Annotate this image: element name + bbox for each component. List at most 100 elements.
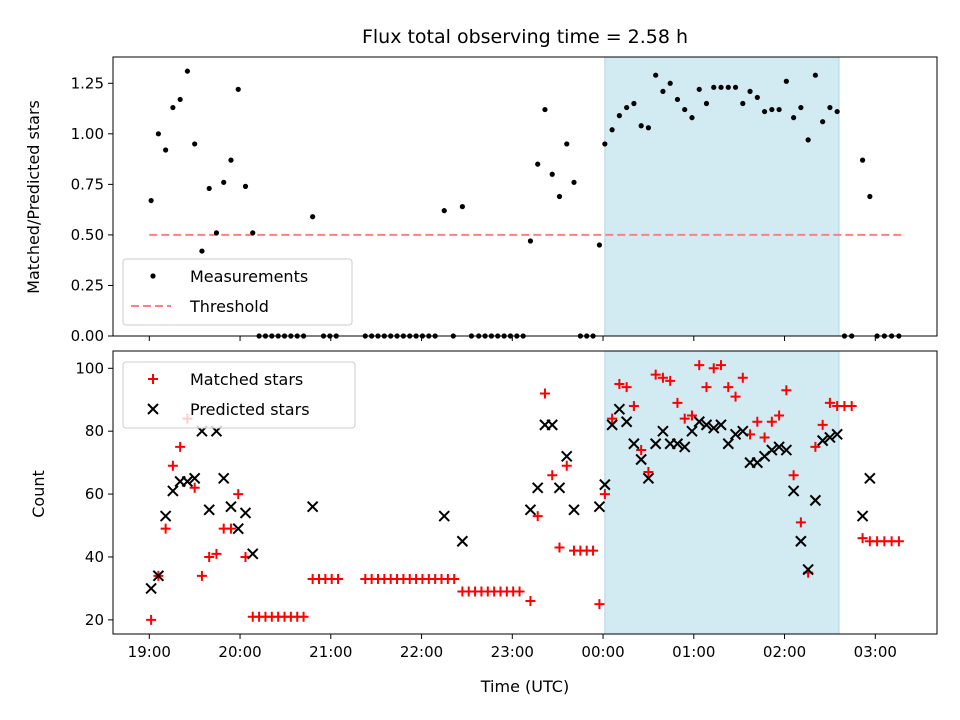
top-panel: Matched/Predicted stars 0.00 0.25 0.50 0.75… (24, 56, 938, 345)
top-measurement-point (827, 104, 833, 111)
top-measurement-point (564, 141, 570, 147)
top-measurement-point (310, 214, 316, 220)
x-axis-label: Time (UTC) (480, 677, 569, 696)
top-measurement-point (776, 106, 782, 113)
matched-star-point (449, 573, 460, 584)
matched-star-point (708, 363, 719, 374)
matched-star-point (893, 536, 904, 547)
matched-star-point (547, 470, 558, 481)
matched-star-point (525, 595, 536, 606)
top-y-tick-label: 0.50 (71, 226, 104, 244)
matched-star-point (167, 460, 178, 471)
top-measurement-point (769, 106, 775, 113)
x-tick-label: 02:00 (763, 643, 806, 661)
top-measurement-point (783, 78, 789, 84)
bottom-highlight-span (604, 350, 840, 635)
matched-star-point (694, 360, 705, 371)
predicted-star-point (729, 428, 742, 441)
top-measurement-point (192, 141, 198, 147)
bottom-y-tick-label: 40 (85, 548, 104, 566)
matched-star-point (774, 410, 785, 421)
matched-star-point (599, 489, 610, 500)
top-measurement-point (459, 204, 465, 210)
matched-star-point (614, 379, 625, 390)
matched-star-point (795, 517, 806, 528)
predicted-star-point (679, 441, 691, 453)
predicted-star-point (722, 438, 734, 450)
top-legend-label: Threshold (189, 297, 269, 316)
top-highlight-span (604, 56, 840, 337)
predicted-star-point (809, 494, 822, 507)
predicted-star-point (561, 450, 573, 463)
top-measurement-point (645, 125, 652, 131)
predicted-star-point (628, 438, 640, 450)
top-measurement-point (747, 88, 753, 94)
top-measurement-point (213, 230, 220, 236)
matched-star-point (723, 382, 734, 393)
top-y-tick-label: 0.75 (71, 175, 104, 193)
matched-star-point (204, 551, 215, 562)
predicted-star-point (773, 441, 785, 453)
matched-star-point (817, 419, 828, 430)
predicted-star-point (188, 472, 201, 485)
matched-star-point (211, 548, 222, 559)
predicted-star-point (649, 438, 662, 450)
predicted-star-point (553, 482, 566, 494)
top-measurement-point (667, 80, 673, 86)
predicted-star-point (824, 431, 836, 444)
matched-star-point (539, 388, 550, 399)
top-measurement-point (242, 183, 249, 189)
matched-star-point (759, 432, 770, 443)
matched-star-point (561, 460, 572, 471)
bottom-axes-frame (112, 350, 938, 635)
x-tick-label: 01:00 (672, 643, 715, 661)
top-measurement-point (542, 106, 548, 113)
top-measurement-point (820, 119, 826, 125)
matched-star-point (628, 401, 639, 412)
predicted-star-point (306, 500, 319, 513)
predicted-star-point (795, 535, 807, 547)
predicted-star-point (438, 510, 450, 522)
predicted-star-point (856, 510, 869, 522)
matched-star-point (737, 372, 748, 383)
matched-star-point (686, 410, 697, 421)
top-measurement-point (725, 84, 731, 90)
matched-star-point (730, 391, 741, 402)
top-measurement-point (812, 72, 818, 78)
top-measurement-point (674, 96, 681, 103)
top-measurement-point (859, 157, 866, 163)
top-measurement-point (616, 113, 622, 119)
top-measurement-point (732, 84, 739, 90)
top-measurement-point (660, 88, 666, 94)
predicted-star-point (700, 419, 713, 431)
matched-star-point (657, 372, 668, 383)
top-measurement-point (602, 141, 608, 147)
predicted-star-point (531, 482, 544, 494)
matched-star-point (175, 441, 186, 452)
top-measurement-point (155, 131, 161, 137)
top-y-tick-label: 1.25 (71, 74, 104, 92)
top-measurement-point (711, 84, 717, 90)
matched-star-point (514, 586, 525, 597)
x-tick-label: 20:00 (218, 643, 261, 661)
matched-star-point (225, 523, 236, 534)
predicted-star-point (737, 425, 749, 437)
matched-star-point (333, 573, 344, 584)
x-tick-label: 00:00 (581, 643, 624, 661)
top-y-tick-label: 1.00 (71, 125, 104, 143)
top-y-tick-label: 0.00 (71, 327, 104, 345)
bottom-panel: Count Time (UTC) 20 40 60 80 100 19:00 20:00 21… (29, 350, 938, 696)
top-y-tick-label: 0.25 (71, 276, 104, 294)
top-measurement-point (653, 72, 659, 78)
predicted-star-point (203, 504, 215, 516)
matched-star-point (716, 360, 727, 371)
x-tick-label: 19:00 (128, 643, 171, 661)
matched-star-point (846, 401, 857, 412)
predicted-star-point (218, 472, 230, 485)
matched-star-point (588, 545, 599, 556)
predicted-star-point (708, 422, 720, 434)
predicted-star-point (816, 434, 829, 447)
top-measurement-point (740, 100, 746, 107)
predicted-star-point (239, 507, 252, 519)
legend-predicted-marker (147, 403, 159, 415)
